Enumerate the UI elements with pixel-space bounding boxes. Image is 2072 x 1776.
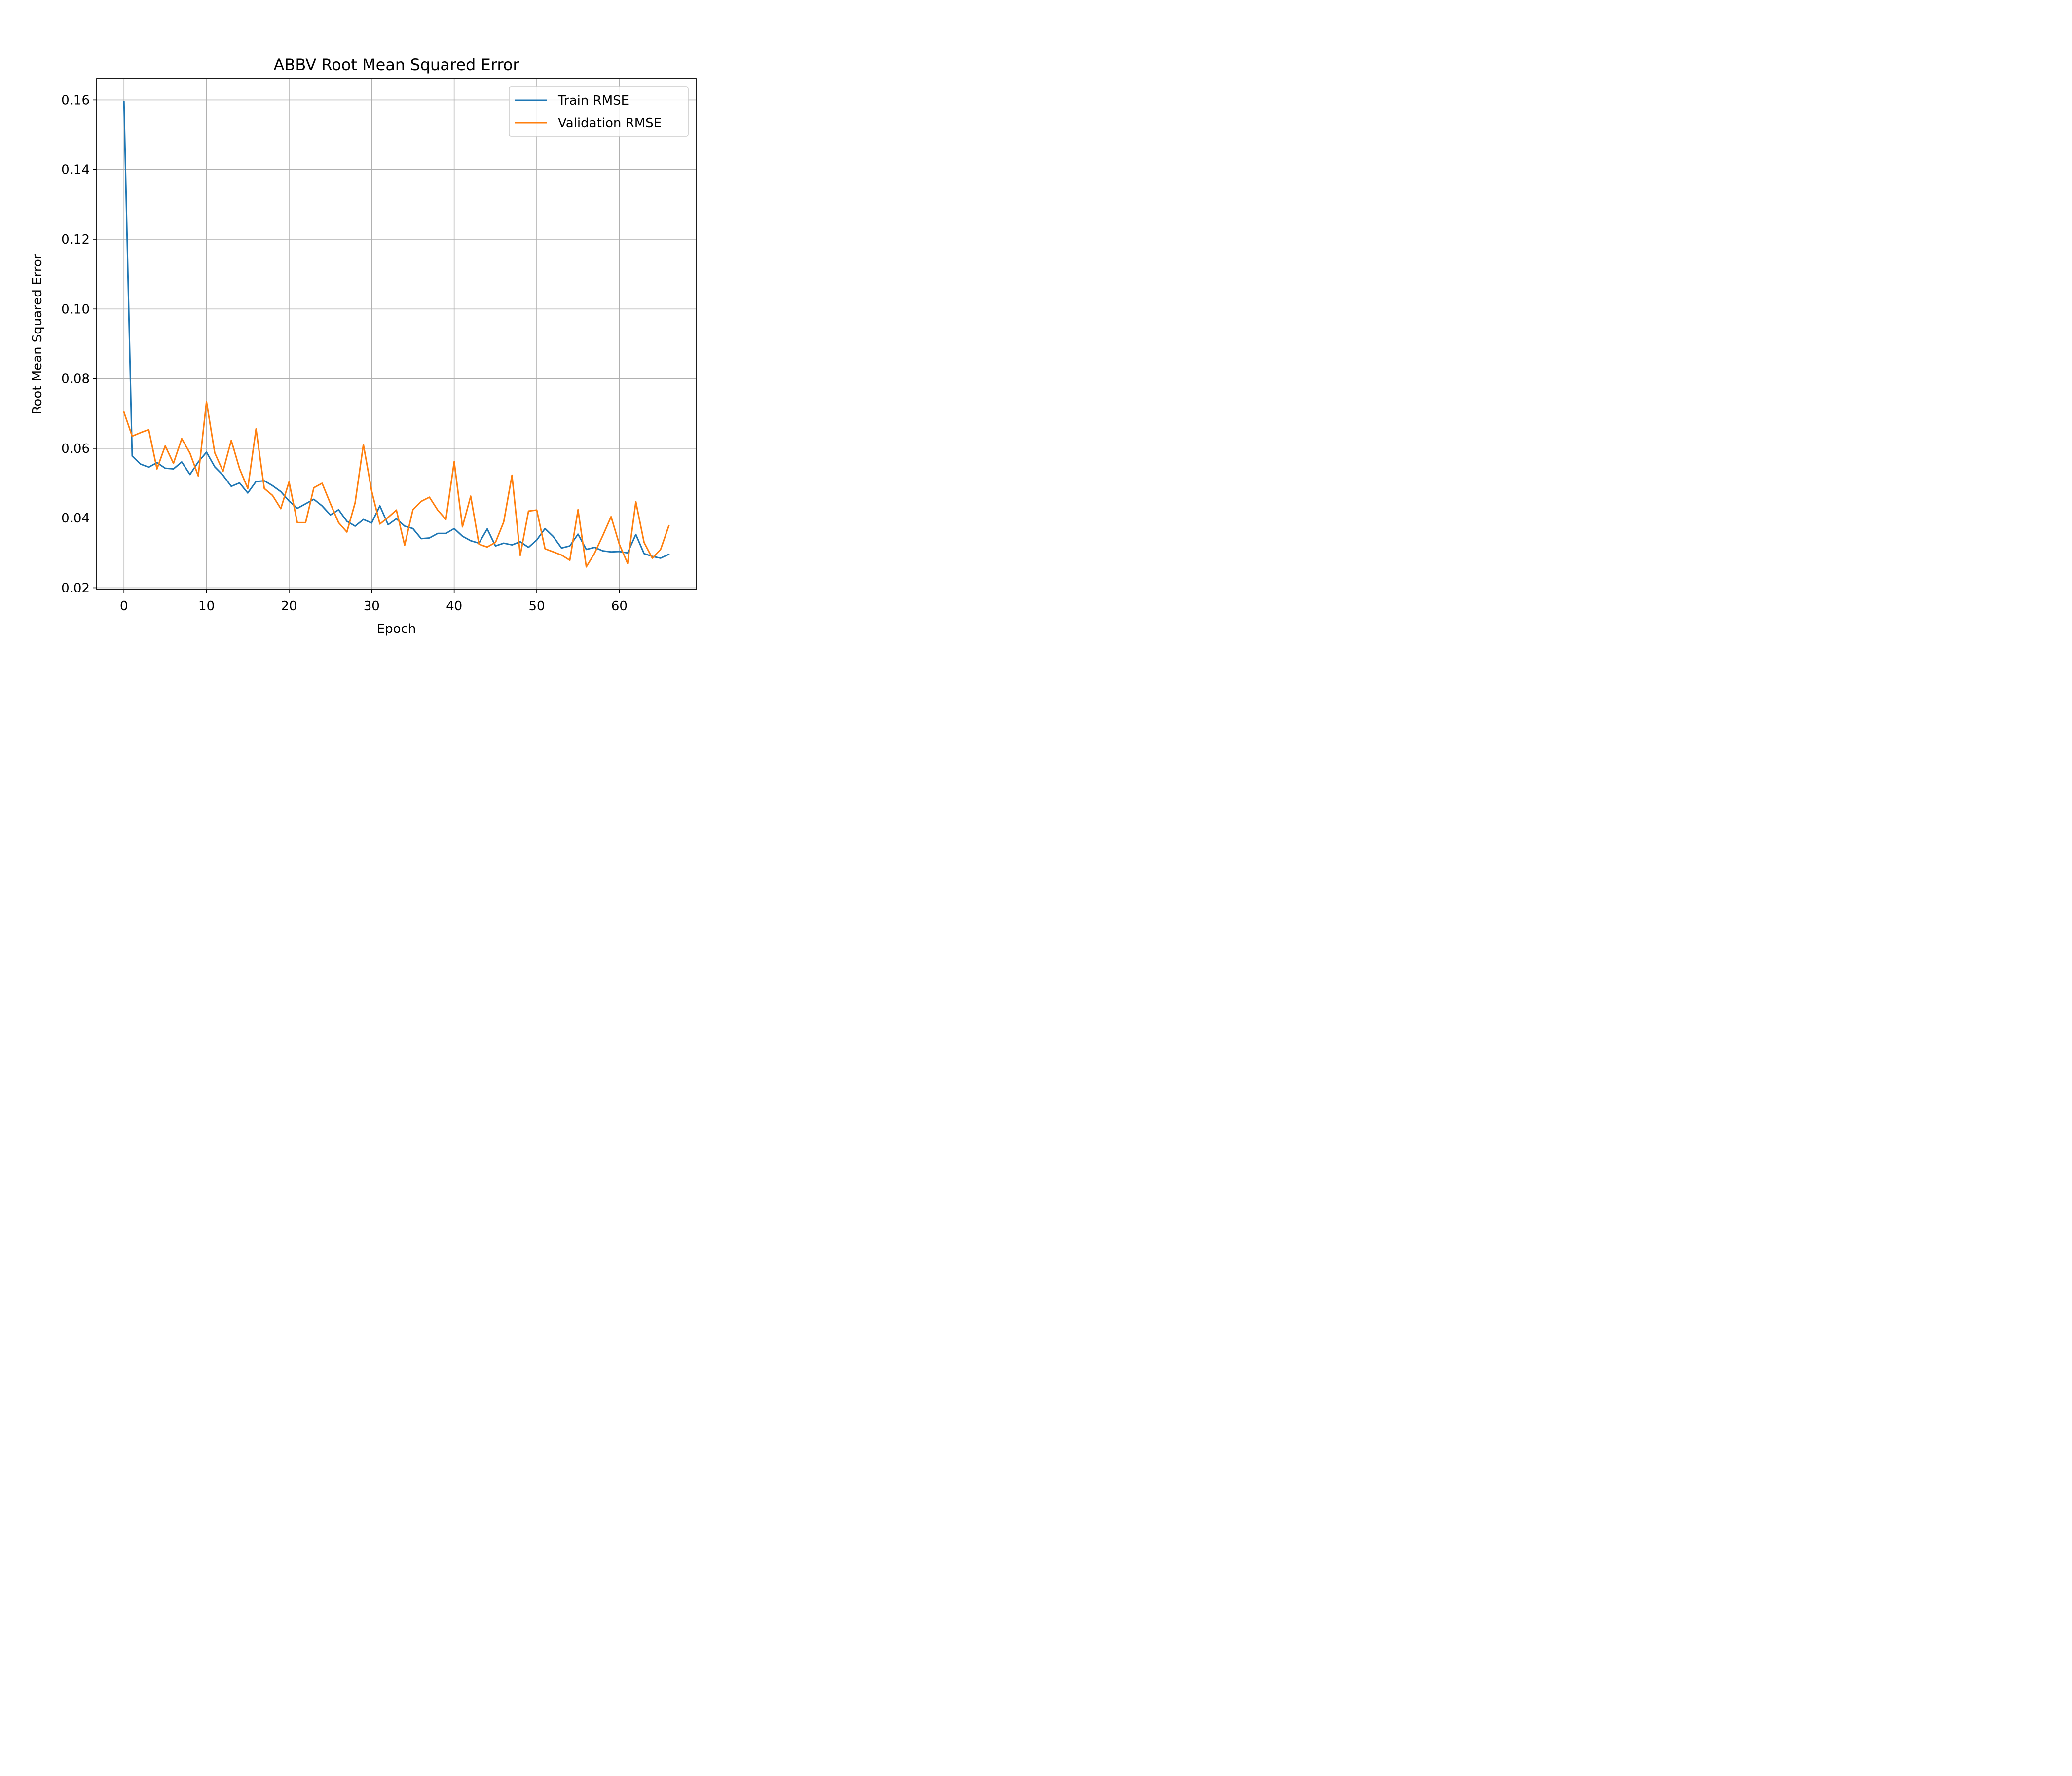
x-tick-label: 30 xyxy=(364,599,380,614)
x-tick-label: 20 xyxy=(281,599,297,614)
y-tick-label: 0.06 xyxy=(61,442,90,456)
y-axis-label: Root Mean Squared Error xyxy=(30,254,45,414)
x-tick-label: 40 xyxy=(446,599,462,614)
y-tick-label: 0.10 xyxy=(61,302,90,317)
y-tick-label: 0.14 xyxy=(61,163,90,178)
y-tick-label: 0.04 xyxy=(61,511,90,526)
legend-label-validation: Validation RMSE xyxy=(558,116,662,131)
y-tick-label: 0.08 xyxy=(61,372,90,387)
plot-frame xyxy=(96,78,697,590)
legend: Train RMSE Validation RMSE xyxy=(509,86,689,137)
x-tick-label: 60 xyxy=(611,599,628,614)
chart-title: ABBV Root Mean Squared Error xyxy=(273,55,519,74)
y-tick-label: 0.12 xyxy=(61,232,90,247)
series-lines xyxy=(123,101,670,568)
x-tick-label: 50 xyxy=(528,599,545,614)
x-tick-label: 10 xyxy=(198,599,215,614)
chart-figure: 0 10 20 30 40 50 60 0.02 0.04 0.06 0.08 0.10 0.12 0.1… xyxy=(0,0,763,654)
train-rmse-line xyxy=(123,101,670,559)
y-tick-label: 0.16 xyxy=(61,93,90,108)
line-chart: 0 10 20 30 40 50 60 0.02 0.04 0.06 0.08 0.10 0.12 0.1… xyxy=(0,0,763,654)
axis-ticks: 0 10 20 30 40 50 60 0.02 0.04 0.06 0.08 0.10 0.12 0.1… xyxy=(61,93,628,614)
y-tick-label: 0.02 xyxy=(61,581,90,595)
x-axis-label: Epoch xyxy=(377,622,416,636)
grid xyxy=(97,79,696,590)
legend-box xyxy=(509,86,689,137)
x-tick-label: 0 xyxy=(120,599,128,614)
legend-label-train: Train RMSE xyxy=(557,93,629,108)
validation-rmse-line xyxy=(123,401,670,568)
